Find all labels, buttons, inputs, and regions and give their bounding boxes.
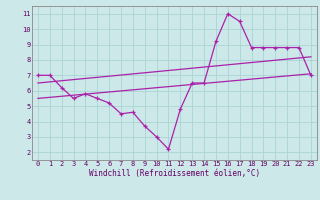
X-axis label: Windchill (Refroidissement éolien,°C): Windchill (Refroidissement éolien,°C) bbox=[89, 169, 260, 178]
